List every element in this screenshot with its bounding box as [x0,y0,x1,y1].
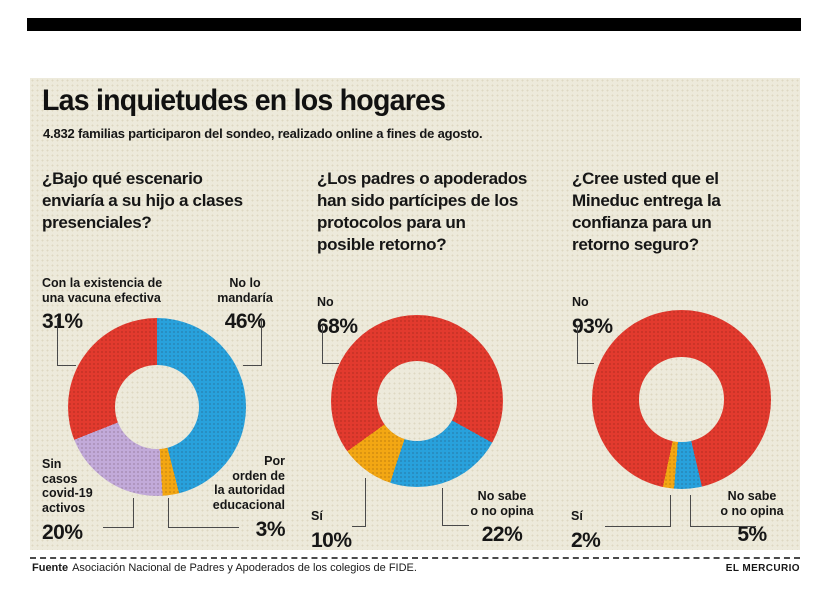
callout-label: Sin casos covid-19 activos [42,456,93,515]
leader-line [57,318,76,366]
source-note: Fuente Asociación Nacional de Padres y Ap… [32,562,417,574]
infographic-subtitle: 4.832 familias participaron del sondeo, … [43,126,483,141]
callout-value: 68% [317,314,358,338]
footer-rule [30,557,800,559]
callout-label: Sí [311,508,323,523]
donut-hole [639,357,724,442]
callout-label: No [572,294,589,309]
leader-line [442,488,469,526]
callout-vacuna: Con la existencia de una vacuna efectiva… [42,261,192,350]
masthead-bar [27,18,801,31]
chart-question: ¿Los padres o apoderados han sido partíc… [317,169,528,255]
callout-value: 46% [224,310,266,334]
callout-label: Sí [571,508,583,523]
callout-label: No lo mandaría [217,275,273,305]
callout-value: 5% [737,523,767,547]
publisher-credit: EL MERCURIO [725,563,800,574]
source-text: Asociación Nacional de Padres y Apoderad… [72,562,417,574]
callout-no-sabe-2: No sabe o no opina 22% [458,474,546,563]
infographic-panel: Las inquietudes en los hogares 4.832 fam… [30,78,800,552]
callout-no-lo-mandaria: No lo mandaría 46% [205,261,285,350]
leader-line [168,498,239,528]
callout-value: 10% [311,528,352,552]
callout-label: No sabe o no opina [470,488,534,518]
callout-label: Con la existencia de una vacuna efectiva [42,275,163,305]
donut-hole [115,365,199,449]
callout-value: 22% [481,523,523,547]
callout-sin-casos: Sin casos covid-19 activos 20% [42,442,132,560]
leader-line [103,498,134,528]
callout-si-2: Sí 10% [311,494,381,568]
leader-line [605,495,671,527]
callout-si-3: Sí 2% [571,494,641,568]
chart-question: ¿Bajo qué escenario enviaría a su hijo a… [42,169,243,233]
callout-value: 3% [255,517,286,541]
leader-line [322,326,339,364]
chart-question: ¿Cree usted que el Mineduc entrega la co… [572,169,721,255]
callout-no-3: No 93% [572,280,652,354]
donut-hole [376,360,458,442]
callout-orden-autoridad: Por orden de la autoridad educacional 3% [200,439,286,557]
infographic-title: Las inquietudes en los hogares [42,84,446,117]
callout-no-sabe-3: No sabe o no opina 5% [708,474,796,563]
callout-label: No sabe o no opina [720,488,784,518]
leader-line [243,318,262,366]
callout-value: 31% [42,310,83,334]
donut-chart-protocols [331,315,503,487]
callout-label: Por orden de la autoridad educacional [212,453,285,512]
source-label: Fuente [32,562,69,574]
callout-no-2: No 68% [317,280,397,354]
callout-value: 93% [572,314,613,338]
callout-label: No [317,294,334,309]
callout-value: 2% [571,528,601,552]
donut-chart-scenario [68,318,246,496]
leader-line [352,478,366,527]
leader-line [577,326,594,364]
leader-line [690,495,756,527]
callout-value: 20% [42,520,83,544]
donut-chart-mineduc [592,310,771,489]
